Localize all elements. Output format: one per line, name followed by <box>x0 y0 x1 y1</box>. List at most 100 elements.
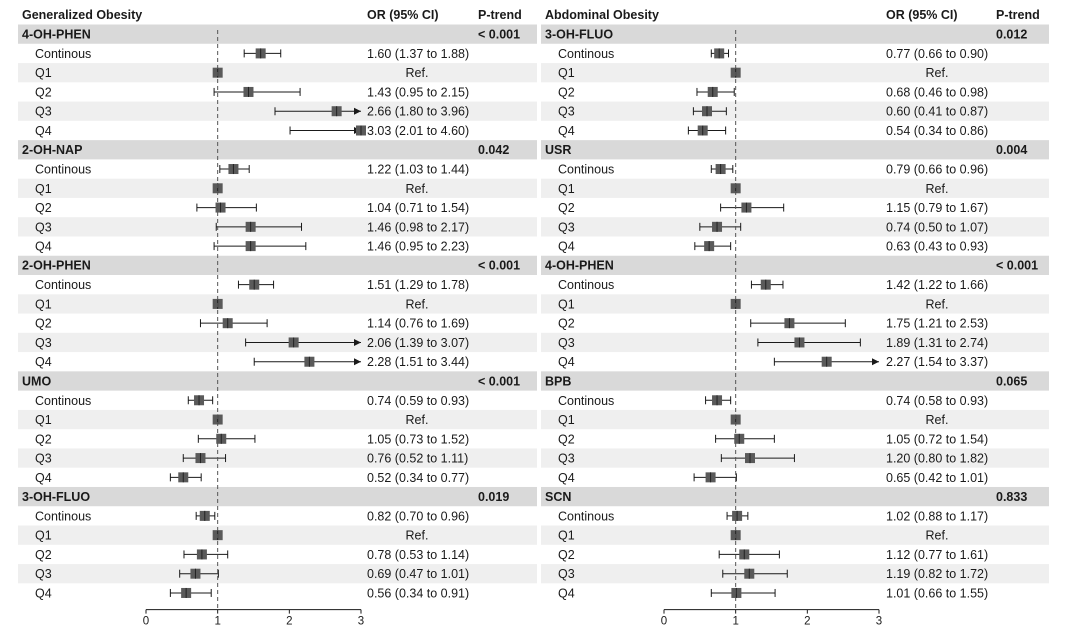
row-label: Q1 <box>35 529 52 543</box>
or-ci-text: 1.20 (0.80 to 1.82) <box>886 452 988 466</box>
ci-arrow-truncated <box>872 358 879 366</box>
or-ci-text: 0.54 (0.34 to 0.86) <box>886 124 988 138</box>
row-label: Q3 <box>35 105 52 119</box>
row-stripe <box>18 63 537 83</box>
group-name: 3-OH-FLUO <box>22 490 90 504</box>
or-ci-text: 1.04 (0.71 to 1.54) <box>367 201 469 215</box>
group-header-band <box>541 371 1049 391</box>
ci-arrow-truncated <box>354 358 361 366</box>
or-ci-text: 0.77 (0.66 to 0.90) <box>886 47 988 61</box>
or-ci-text: 2.27 (1.54 to 3.37) <box>886 355 988 369</box>
or-ci-text: 1.46 (0.95 to 2.23) <box>367 240 469 254</box>
or-ci-text: 0.82 (0.70 to 0.96) <box>367 509 469 523</box>
or-ci-text: 1.19 (0.82 to 1.72) <box>886 567 988 581</box>
row-label: Q3 <box>558 220 575 234</box>
or-ci-text: 2.28 (1.51 to 3.44) <box>367 355 469 369</box>
row-stripe <box>18 564 537 584</box>
row-label: Q2 <box>35 85 52 99</box>
p-trend-value: 0.065 <box>996 374 1027 388</box>
x-tick-label: 2 <box>804 616 810 628</box>
or-ci-text: 1.12 (0.77 to 1.61) <box>886 548 988 562</box>
left-ptrend-column-header: P-trend <box>478 8 522 22</box>
row-stripe <box>541 217 1049 237</box>
or-ci-text: 1.60 (1.37 to 1.88) <box>367 47 469 61</box>
row-label: Q2 <box>35 548 52 562</box>
or-ci-text: 0.78 (0.53 to 1.14) <box>367 548 469 562</box>
p-trend-value: < 0.001 <box>996 259 1038 273</box>
row-label: Continous <box>35 47 91 61</box>
row-label: Continous <box>558 394 614 408</box>
p-trend-value: < 0.001 <box>478 259 520 273</box>
x-tick-label: 0 <box>661 616 667 628</box>
row-label: Q3 <box>35 452 52 466</box>
or-ci-text: 1.02 (0.88 to 1.17) <box>886 509 988 523</box>
row-label: Continous <box>558 47 614 61</box>
or-ci-text: 1.42 (1.22 to 1.66) <box>886 278 988 292</box>
or-ci-text: 1.46 (0.98 to 2.17) <box>367 220 469 234</box>
or-ci-text: 0.74 (0.50 to 1.07) <box>886 220 988 234</box>
p-trend-value: 0.019 <box>478 490 509 504</box>
row-stripe <box>541 101 1049 121</box>
row-label: Q1 <box>35 66 52 80</box>
or-ci-text: Ref. <box>406 66 429 80</box>
or-ci-text: 1.05 (0.73 to 1.52) <box>367 432 469 446</box>
or-ci-text: 1.43 (0.95 to 2.15) <box>367 85 469 99</box>
or-ci-text: Ref. <box>926 182 949 196</box>
row-label: Q4 <box>558 355 575 369</box>
group-name: USR <box>545 143 571 157</box>
group-name: 4-OH-PHEN <box>22 28 91 42</box>
row-label: Q3 <box>35 336 52 350</box>
group-name: 4-OH-PHEN <box>545 259 614 273</box>
or-ci-text: Ref. <box>926 413 949 427</box>
row-stripe <box>18 294 537 314</box>
or-ci-text: 1.14 (0.76 to 1.69) <box>367 317 469 331</box>
group-name: 3-OH-FLUO <box>545 28 613 42</box>
row-stripe <box>541 178 1049 198</box>
row-label: Q4 <box>35 355 52 369</box>
group-header-band <box>541 140 1049 160</box>
row-label: Q3 <box>558 105 575 119</box>
or-ci-text: 2.66 (1.80 to 3.96) <box>367 105 469 119</box>
or-ci-text: 2.06 (1.39 to 3.07) <box>367 336 469 350</box>
group-name: 2-OH-PHEN <box>22 259 91 273</box>
or-ci-text: 1.51 (1.29 to 1.78) <box>367 278 469 292</box>
row-label: Continous <box>35 163 91 177</box>
x-tick-label: 0 <box>143 616 149 628</box>
group-header-band <box>18 486 537 507</box>
left-or-column-header: OR (95% CI) <box>367 8 439 22</box>
or-ci-text: 1.15 (0.79 to 1.67) <box>886 201 988 215</box>
or-ci-text: 0.63 (0.43 to 0.93) <box>886 240 988 254</box>
ci-arrow-truncated <box>354 107 361 115</box>
or-ci-text: 0.56 (0.34 to 0.91) <box>367 586 469 600</box>
right-forest-panel: 3-OH-FLUO 0.012 Continous 0.77 (0.66 to 0.9… <box>545 28 1038 628</box>
group-header-band <box>541 486 1049 507</box>
x-tick-label: 3 <box>358 616 364 628</box>
or-ci-text: 0.69 (0.47 to 1.01) <box>367 567 469 581</box>
or-ci-text: 0.68 (0.46 to 0.98) <box>886 85 988 99</box>
row-label: Q2 <box>35 432 52 446</box>
or-ci-text: 1.75 (1.21 to 2.53) <box>886 317 988 331</box>
row-label: Q4 <box>35 240 52 254</box>
group-name: 2-OH-NAP <box>22 143 82 157</box>
row-label: Q4 <box>558 240 575 254</box>
row-label: Q4 <box>35 124 52 138</box>
row-label: Q1 <box>558 182 575 196</box>
group-header-band <box>18 371 537 391</box>
or-ci-text: Ref. <box>406 297 429 311</box>
left-forest-panel: 4-OH-PHEN < 0.001 Continous 1.60 (1.37 to 1… <box>22 28 520 628</box>
row-label: Continous <box>35 278 91 292</box>
row-label: Continous <box>558 163 614 177</box>
p-trend-value: 0.012 <box>996 28 1027 42</box>
or-ci-text: Ref. <box>406 413 429 427</box>
or-ci-text: Ref. <box>926 66 949 80</box>
x-tick-label: 1 <box>214 616 220 628</box>
group-header-band <box>18 140 537 160</box>
row-label: Q1 <box>558 413 575 427</box>
row-label: Q4 <box>558 586 575 600</box>
row-label: Q1 <box>558 297 575 311</box>
x-tick-label: 2 <box>286 616 292 628</box>
or-ci-text: 1.22 (1.03 to 1.44) <box>367 163 469 177</box>
or-ci-text: Ref. <box>406 529 429 543</box>
x-tick-label: 1 <box>732 616 738 628</box>
group-header-band <box>18 24 537 44</box>
